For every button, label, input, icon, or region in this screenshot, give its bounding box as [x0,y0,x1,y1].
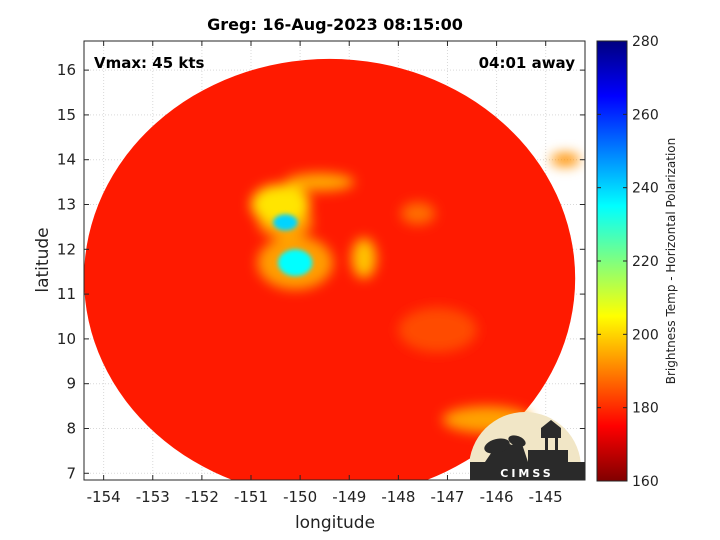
tb-feature [285,173,355,192]
x-tick-label: -153 [136,488,170,506]
cimss-logo: CIMSS [470,412,585,480]
x-tick-label: -149 [332,488,366,506]
x-tick-label: -150 [283,488,317,506]
tb-feature [251,184,310,225]
colorbar-tick-label: 180 [632,401,659,417]
colorbar-tick-label: 280 [632,34,659,50]
tb-feature [278,249,313,277]
tb-feature [351,238,377,279]
x-tick-label: -147 [430,488,464,506]
y-axis-label: latitude [33,227,53,292]
x-tick-label: -152 [185,488,219,506]
colorbar [596,40,628,482]
colorbar-tick-label: 220 [632,254,659,270]
y-tick-label: 16 [57,61,76,79]
colorbar-tick-label: 160 [632,474,659,490]
colorbar-tick-label: 260 [632,107,659,123]
x-axis-ticks: -154 -153 -152 -151 -150 -149 -148 -147 -146 -145 [87,41,563,506]
x-axis-label: longitude [295,513,375,533]
tb-feature [550,152,581,167]
x-tick-label: -151 [234,488,268,506]
y-tick-label: 13 [57,196,76,214]
cimss-logo-text: CIMSS [500,467,553,480]
y-tick-label: 14 [57,151,76,169]
brightness-temp-swath [84,58,581,480]
colorbar-label: Brightness Temp - Horizontal Polarizatio… [664,138,678,385]
x-tick-label: -146 [480,488,514,506]
tb-feature [398,307,477,353]
colorbar-tick-label: 240 [632,181,659,197]
tb-feature [400,202,436,225]
colorbar-tick-label: 200 [632,327,659,343]
y-tick-label: 10 [57,330,76,348]
time-away-annotation: 04:01 away [479,54,576,72]
tb-feature [273,214,298,231]
axes-frame [83,40,586,481]
y-tick-label: 8 [66,419,76,437]
y-tick-label: 9 [66,375,76,393]
chart-title: Greg: 16-Aug-2023 08:15:00 [207,15,463,34]
x-tick-label: -154 [87,488,121,506]
y-axis-ticks: 7 8 9 10 11 12 13 14 15 16 [57,61,585,482]
colorbar-ticks: 160 180 200 220 240 260 280 [597,34,659,490]
y-tick-label: 12 [57,240,76,258]
x-tick-label: -145 [529,488,563,506]
x-tick-label: -148 [381,488,415,506]
y-tick-label: 7 [66,464,76,482]
y-tick-label: 15 [57,106,76,124]
convective-cores [273,214,313,277]
y-tick-label: 11 [57,285,76,303]
vmax-annotation: Vmax: 45 kts [94,54,204,72]
